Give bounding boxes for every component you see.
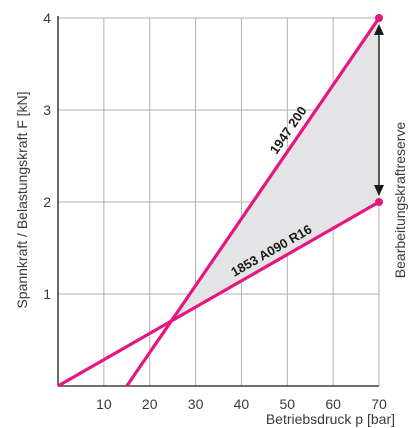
series-line-2 [57, 200, 380, 388]
x-axis-title: Betriebsdruck p [bar] [266, 411, 395, 427]
x-tick-label-50: 50 [279, 396, 295, 412]
x-tick-label-10: 10 [96, 396, 112, 412]
x-tick-label-60: 60 [325, 396, 341, 412]
x-tick-label-20: 20 [142, 396, 158, 412]
y-tick-label-2: 2 [43, 194, 51, 210]
tick-labels: 10 20 30 40 50 60 70 1 2 3 4 [43, 10, 387, 412]
reserve-arrow-head-top [374, 24, 384, 35]
series-end-point-2 [375, 198, 383, 206]
y-tick-label-1: 1 [43, 286, 51, 302]
series-line-1 [125, 17, 381, 387]
series-end-point-1 [375, 14, 383, 22]
reserve-annotation: Bearbeitungskraftreserve [392, 122, 408, 279]
x-tick-label-40: 40 [234, 396, 250, 412]
reserve-arrow-head-bottom [374, 185, 384, 196]
y-tick-label-3: 3 [43, 102, 51, 118]
y-axis-title: Spannkraft / Belastungskraft F [kN] [14, 91, 30, 308]
x-tick-label-70: 70 [371, 396, 387, 412]
reserve-arrow [374, 24, 384, 196]
axes [57, 16, 379, 387]
y-tick-label-4: 4 [43, 10, 51, 26]
x-tick-label-30: 30 [188, 396, 204, 412]
